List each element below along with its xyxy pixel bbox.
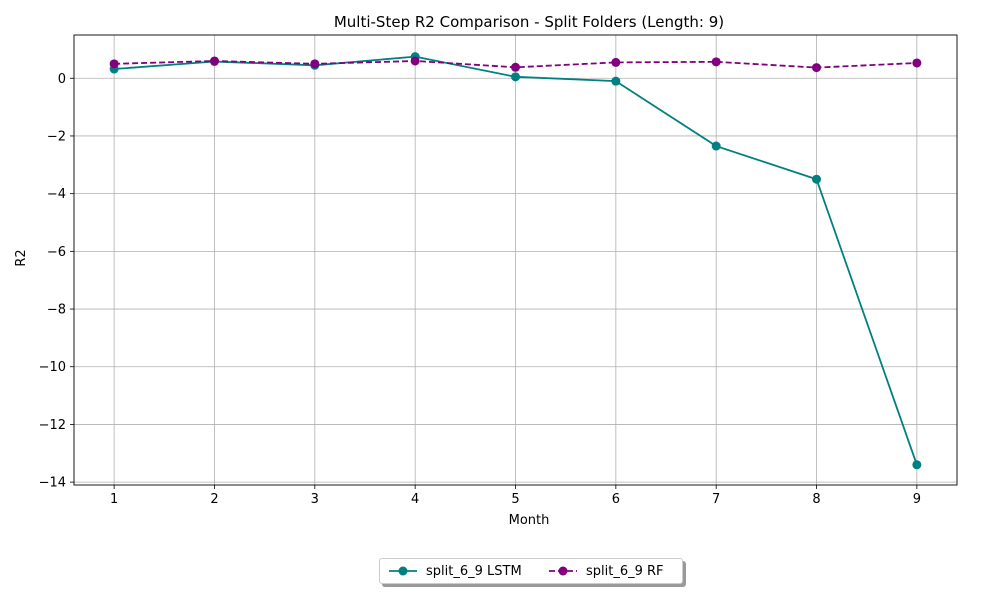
x-tick-label: 8: [812, 492, 820, 507]
legend-item-rf: split_6_9 RF: [548, 559, 664, 583]
data-point: [711, 141, 721, 151]
data-point: [109, 59, 119, 69]
grid-lines: [74, 35, 957, 485]
y-tick-label: −10: [39, 360, 66, 375]
data-point: [511, 62, 520, 72]
x-tick-label: 5: [511, 492, 519, 507]
x-axis-ticks: 1 2 3 4 5 6 7 8 9: [110, 485, 921, 507]
x-tick-label: 2: [210, 492, 218, 507]
data-point: [511, 72, 520, 82]
chart-title: Multi-Step R2 Comparison - Split Folders…: [334, 13, 724, 31]
x-tick-label: 3: [311, 492, 319, 507]
y-axis-label: R2: [14, 249, 29, 266]
y-tick-label: −8: [47, 303, 66, 318]
y-tick-label: −14: [39, 476, 66, 491]
data-point: [310, 59, 320, 69]
y-axis-ticks: 0 −2 −4 −6 −8 −10 −12 −14: [39, 72, 74, 491]
legend-swatch-lstm: [389, 566, 417, 576]
y-tick-label: −2: [47, 129, 66, 144]
x-tick-label: 4: [411, 492, 419, 507]
legend-swatch-rf: [549, 566, 577, 576]
y-tick-label: −6: [47, 245, 66, 260]
data-point: [912, 58, 922, 68]
x-axis-label: Month: [509, 513, 550, 528]
data-point: [912, 460, 922, 470]
x-tick-label: 9: [913, 492, 921, 507]
data-point: [611, 76, 621, 86]
data-point: [812, 174, 822, 184]
data-point: [812, 63, 822, 73]
data-point: [209, 56, 219, 66]
legend-item-lstm: split_6_9 LSTM: [388, 559, 522, 583]
legend-label-lstm: split_6_9 LSTM: [426, 563, 522, 579]
chart-legend: split_6_9 LSTM split_6_9 RF: [379, 558, 683, 584]
x-tick-label: 7: [712, 492, 720, 507]
x-tick-label: 6: [612, 492, 620, 507]
y-tick-label: −4: [47, 187, 66, 202]
legend-label-rf: split_6_9 RF: [586, 563, 664, 579]
data-point: [711, 57, 721, 67]
data-point: [410, 56, 420, 66]
data-point: [611, 57, 621, 67]
x-tick-label: 1: [110, 492, 118, 507]
series-group: [109, 52, 922, 470]
y-tick-label: −12: [39, 418, 66, 433]
y-tick-label: 0: [58, 72, 66, 87]
